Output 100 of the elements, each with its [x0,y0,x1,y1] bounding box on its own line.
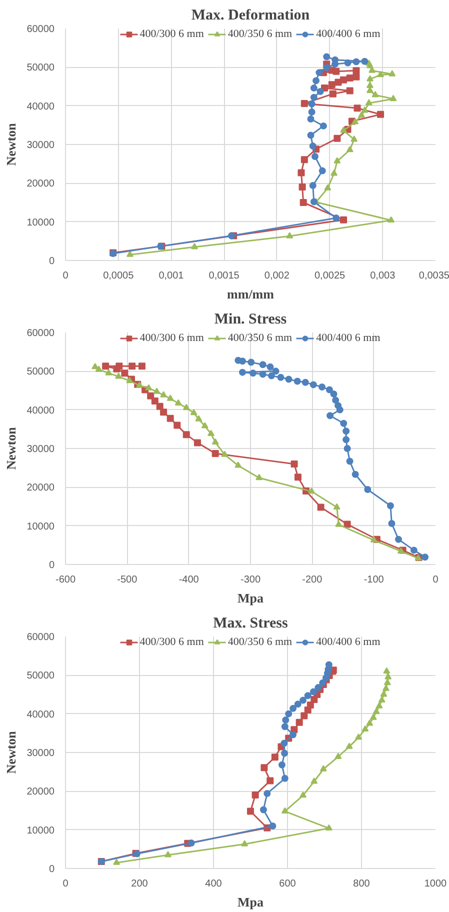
point [354,104,361,112]
point [330,170,338,176]
y-tick-label: 20000 [26,178,55,190]
y-tick-label: 30000 [26,748,55,759]
y-tick-label: 50000 [26,62,55,74]
point [212,450,219,458]
point [320,122,327,130]
y-tick-label: 50000 [26,366,55,378]
point [316,88,324,96]
point [310,84,318,92]
point [182,431,190,438]
point [366,720,374,726]
point [376,702,383,708]
legend-label: 400/350 6 mm [228,636,292,648]
point [174,422,181,429]
point [334,157,341,164]
point [280,740,288,747]
point [346,742,353,749]
point [312,77,320,84]
point [320,765,327,772]
point [286,232,294,238]
point [310,688,317,696]
y-tick-label: 40000 [26,101,55,112]
point [410,546,418,554]
point [344,520,351,528]
point [300,712,308,720]
point [308,108,316,116]
point [308,100,316,108]
point [277,374,284,381]
point [329,90,336,98]
point [333,503,340,510]
point [102,362,110,370]
point [335,520,342,527]
point [302,378,309,386]
point [208,430,215,436]
x-tick-label: 0 [62,270,69,282]
x-tick-label: 600 [279,878,296,890]
point [352,73,360,80]
x-tick-label: -100 [364,574,384,586]
point [121,370,128,377]
point [384,678,391,686]
point [326,386,333,394]
point [306,701,314,708]
point [340,126,348,133]
point [128,362,136,370]
point [259,361,266,368]
point [190,408,198,416]
y-axis-title: Newton [4,426,19,470]
y-axis-title: Newton [4,122,19,166]
point [332,214,340,222]
x-axis-title: mm/mm [227,286,274,302]
point [266,363,274,370]
point [323,53,330,60]
point [422,554,429,561]
point [346,87,354,94]
point [395,536,402,543]
point [188,839,195,846]
point [281,807,288,814]
point [372,708,380,714]
point [271,754,278,761]
point [383,667,390,674]
point [304,692,312,700]
point [252,792,259,799]
point [145,384,152,390]
point [266,777,274,784]
point [309,182,316,189]
point [344,445,351,452]
y-tick-label: 30000 [26,444,55,455]
point [138,362,146,370]
point [259,370,266,378]
point [294,378,301,385]
point [113,858,120,865]
legend-label: 400/350 6 mm [228,28,292,40]
y-tick-label: 10000 [26,521,55,532]
x-tick-label: -500 [117,574,138,586]
point [361,106,368,113]
point [350,136,358,142]
point [340,420,348,427]
point [318,167,326,174]
chart-title: Max. Stress [213,616,288,632]
x-tick-label: 0,0035 [418,270,449,282]
x-tick-label: 200 [131,878,148,890]
point [366,75,374,82]
y-tick-label: 0 [48,560,55,571]
point [388,70,396,76]
x-tick-label: 0,002 [264,270,290,282]
point [377,110,384,118]
point [147,392,154,400]
x-tick-label: 0,0005 [103,270,134,282]
point [182,404,190,410]
point [300,156,308,164]
point [364,486,372,493]
point [249,370,256,377]
point [190,243,198,250]
legend-label: 400/400 6 mm [316,636,380,648]
point [272,368,280,375]
point [377,70,384,78]
point [332,396,340,404]
point [308,487,316,494]
point [241,840,248,846]
